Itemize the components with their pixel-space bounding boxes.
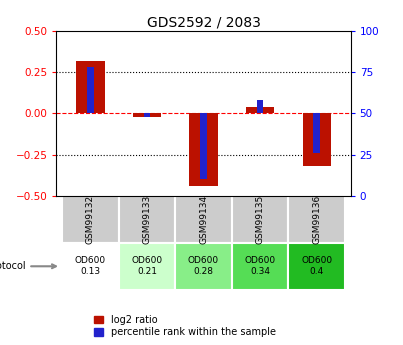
- Text: growth protocol: growth protocol: [0, 261, 56, 271]
- Text: GSM99136: GSM99136: [312, 195, 321, 244]
- Bar: [133, 114, 161, 117]
- Bar: [175, 196, 232, 243]
- Text: GSM99132: GSM99132: [86, 195, 95, 244]
- Bar: [143, 114, 150, 117]
- Bar: [232, 243, 289, 290]
- Bar: [87, 67, 94, 114]
- Bar: [118, 196, 175, 243]
- Text: OD600
0.21: OD600 0.21: [131, 256, 162, 276]
- Bar: [246, 107, 274, 114]
- Bar: [189, 114, 218, 186]
- Bar: [303, 114, 331, 166]
- Bar: [313, 114, 320, 153]
- Bar: [200, 114, 207, 179]
- Bar: [257, 100, 264, 114]
- Text: OD600
0.28: OD600 0.28: [188, 256, 219, 276]
- Bar: [76, 61, 104, 114]
- Bar: [289, 196, 345, 243]
- Bar: [232, 196, 289, 243]
- Legend: log2 ratio, percentile rank within the sample: log2 ratio, percentile rank within the s…: [93, 314, 277, 338]
- Bar: [118, 243, 175, 290]
- Text: OD600
0.4: OD600 0.4: [301, 256, 332, 276]
- Bar: [289, 243, 345, 290]
- Text: GSM99134: GSM99134: [199, 195, 208, 244]
- Title: GDS2592 / 2083: GDS2592 / 2083: [147, 16, 260, 30]
- Bar: [62, 196, 118, 243]
- Text: GSM99135: GSM99135: [256, 195, 265, 244]
- Bar: [62, 243, 118, 290]
- Bar: [175, 243, 232, 290]
- Text: GSM99133: GSM99133: [142, 195, 152, 244]
- Text: OD600
0.34: OD600 0.34: [245, 256, 276, 276]
- Text: OD600
0.13: OD600 0.13: [75, 256, 106, 276]
